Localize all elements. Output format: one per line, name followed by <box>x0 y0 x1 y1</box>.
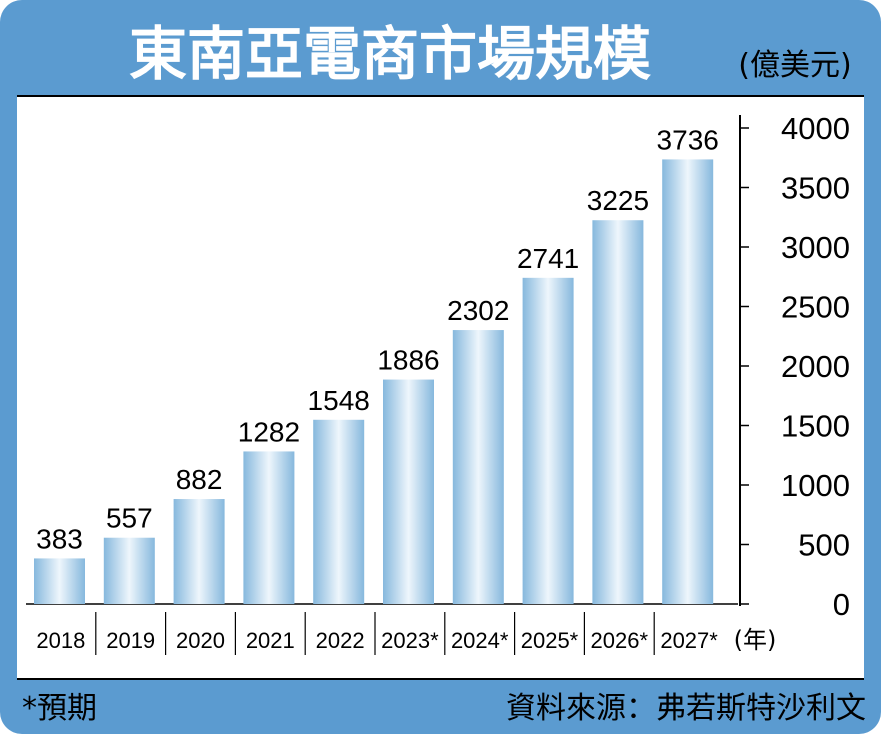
bar-value-label: 2302 <box>447 295 509 326</box>
bar-value-label: 1548 <box>308 385 370 416</box>
bar <box>243 451 295 604</box>
bar <box>592 220 644 604</box>
plot-panel <box>17 96 864 679</box>
unit-label: (億美元) <box>738 48 851 83</box>
x-tick-label: 2021 <box>246 628 295 653</box>
x-tick-label: 2022 <box>316 628 365 653</box>
bar <box>173 499 225 604</box>
source-note: 資料來源：弗若斯特沙利文 <box>506 691 866 726</box>
bar-value-label: 2741 <box>517 243 579 274</box>
bar-value-label: 1282 <box>238 416 300 447</box>
y-tick-label: 3000 <box>781 230 850 265</box>
x-tick-label: 2026* <box>591 628 649 653</box>
x-tick-label: 2027* <box>660 628 718 653</box>
x-tick-label: 2024* <box>451 628 509 653</box>
y-axis-ticks: 0 500 1000 1500 2000 2500 3000 3500 4000 <box>740 111 850 622</box>
footnote: *預期 <box>22 691 97 726</box>
bar-value-label: 383 <box>36 523 83 554</box>
bar <box>383 379 434 604</box>
x-tick-label: 2025* <box>521 628 579 653</box>
y-tick-label: 1500 <box>781 409 850 444</box>
bar <box>313 419 365 604</box>
bar-value-label: 3225 <box>587 185 649 216</box>
bar <box>34 558 85 604</box>
y-tick-label: 0 <box>833 587 850 622</box>
bar-value-label: 3736 <box>657 124 719 155</box>
y-tick-label: 3500 <box>781 171 850 206</box>
chart-title: 東南亞電商市場規模 <box>129 20 651 88</box>
bar <box>522 277 574 604</box>
x-tick-label: 2019 <box>106 628 155 653</box>
bar <box>452 330 504 604</box>
bar-value-label: 557 <box>106 503 153 534</box>
bar <box>103 537 155 604</box>
x-tick-label: 2020 <box>176 628 225 653</box>
x-tick-label: 2018 <box>36 628 85 653</box>
y-tick-label: 2000 <box>781 349 850 384</box>
bar <box>662 159 714 604</box>
bar-value-label: 1886 <box>377 345 439 376</box>
x-tick-label: 2023* <box>381 628 439 653</box>
y-tick-label: 4000 <box>781 111 850 146</box>
x-axis-categories: 2018 2019 2020 2021 2022 2023* 2024* 2025* 2026*… <box>36 612 718 655</box>
x-unit-label: (年) <box>734 626 777 654</box>
y-tick-label: 2500 <box>781 290 850 325</box>
bar-value-label: 882 <box>176 464 223 495</box>
y-tick-label: 1000 <box>781 468 850 503</box>
y-tick-label: 500 <box>798 528 850 563</box>
